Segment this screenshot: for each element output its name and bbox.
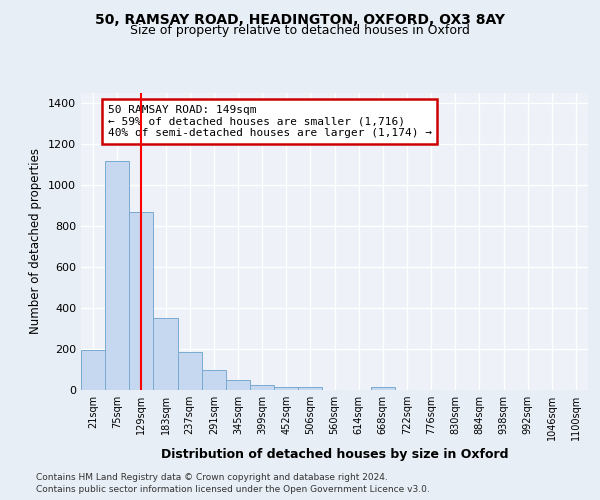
Text: Contains public sector information licensed under the Open Government Licence v3: Contains public sector information licen… <box>36 485 430 494</box>
Bar <box>250 386 274 390</box>
Bar <box>202 370 226 390</box>
Bar <box>154 318 178 390</box>
Text: Contains HM Land Registry data © Crown copyright and database right 2024.: Contains HM Land Registry data © Crown c… <box>36 472 388 482</box>
Bar <box>298 386 322 390</box>
Bar <box>81 350 105 390</box>
X-axis label: Distribution of detached houses by size in Oxford: Distribution of detached houses by size … <box>161 448 508 462</box>
Text: 50, RAMSAY ROAD, HEADINGTON, OXFORD, OX3 8AY: 50, RAMSAY ROAD, HEADINGTON, OXFORD, OX3… <box>95 12 505 26</box>
Bar <box>226 380 250 390</box>
Bar <box>129 212 154 390</box>
Bar <box>178 352 202 390</box>
Bar <box>105 161 129 390</box>
Bar <box>371 387 395 390</box>
Text: 50 RAMSAY ROAD: 149sqm
← 59% of detached houses are smaller (1,716)
40% of semi-: 50 RAMSAY ROAD: 149sqm ← 59% of detached… <box>107 105 431 138</box>
Bar <box>274 386 298 390</box>
Text: Size of property relative to detached houses in Oxford: Size of property relative to detached ho… <box>130 24 470 37</box>
Y-axis label: Number of detached properties: Number of detached properties <box>29 148 43 334</box>
